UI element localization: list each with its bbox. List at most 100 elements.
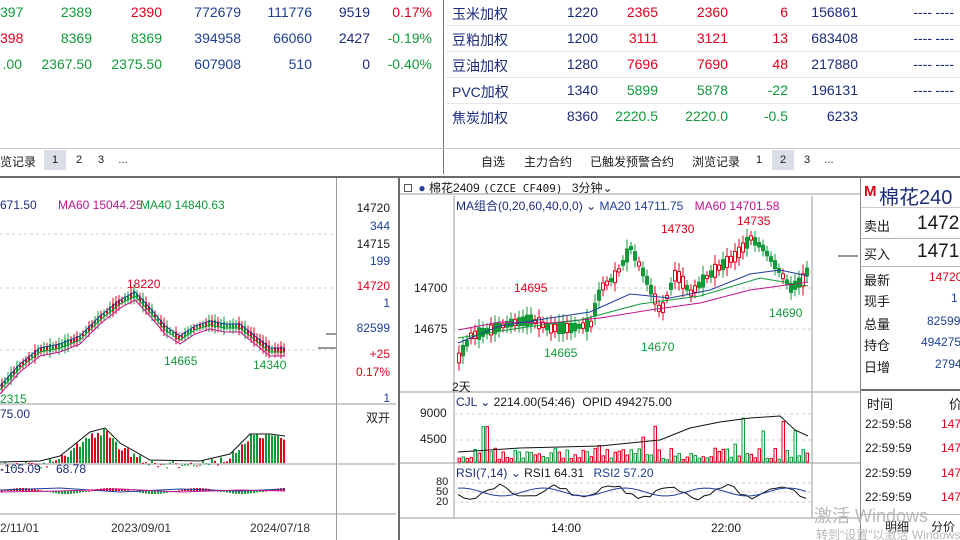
page-button-2[interactable]: 2 [75, 154, 83, 166]
price-axis-label: 14675 [414, 322, 448, 336]
daily-candle [127, 295, 129, 300]
axis-open-type: 双开 [365, 411, 390, 425]
volume-bar [785, 450, 789, 463]
quote-row[interactable]: 397 2389 2390 772679 111776 9519 0.17% [0, 0, 442, 26]
macd-bar [115, 488, 117, 491]
rsi2-line [458, 487, 807, 497]
left-daily-chart[interactable]: 671.50 MA60 15044.25 MA40 14840.63 18220… [0, 178, 396, 540]
quote-row[interactable]: PVC加权 1340 5899 5878 -22 196131 ---- [446, 78, 960, 104]
macd-bar [166, 491, 168, 493]
candle [673, 269, 677, 282]
candle [597, 289, 601, 301]
quote-row[interactable]: 豆粕加权 1200 3111 3121 13 683408 ---- [446, 26, 960, 52]
tab-price-analysis[interactable]: 分价 [931, 520, 956, 534]
tab-triggered-alerts[interactable]: 已触发预警合约 [590, 155, 675, 169]
daily-candle [13, 370, 15, 375]
daily-volume-bar [85, 437, 87, 463]
daily-candle [85, 329, 87, 335]
daily-candle [34, 350, 36, 358]
daily-candle [211, 320, 213, 327]
tab-main-contracts[interactable]: 主力合约 [524, 155, 573, 169]
daily-volume-bar [163, 463, 165, 465]
daily-volume-bar [82, 441, 84, 463]
quote-cell: 66060 [273, 30, 312, 46]
quote-row[interactable]: 豆油加权 1280 7696 7690 48 217880 ---- [446, 52, 960, 78]
page-more-button[interactable]: ... [824, 154, 834, 166]
macd-bar [187, 488, 189, 491]
daily-volume-bar [232, 451, 234, 463]
candle [765, 250, 769, 257]
daily-volume-bar [229, 458, 231, 463]
daily-volume-bar [157, 466, 159, 468]
candle [685, 284, 689, 291]
quote-cell: 2360 [696, 4, 728, 20]
candle [557, 322, 561, 334]
cjl-selector[interactable]: CJL ⌄ [456, 395, 494, 409]
tick-time: 22:59:59 [865, 490, 912, 504]
main-intraday-chart[interactable]: ● 棉花2409 (CZCE CF409) 3分钟⌄ MA组合(0,20,60,… [400, 178, 860, 540]
contract-name: 豆粕加权 [452, 32, 508, 48]
candle [509, 318, 513, 328]
page-more-button[interactable]: ... [118, 154, 128, 166]
tab-history[interactable]: 览记录 [0, 155, 37, 169]
daily-volume-bar [241, 444, 243, 463]
daily-volume-bar [148, 464, 150, 466]
field-label: 现手 [864, 294, 891, 309]
macd-value: 68.78 [56, 462, 87, 476]
daily-candle [115, 301, 117, 309]
axis-price: 14720 [356, 201, 390, 215]
daily-candle [232, 323, 234, 329]
volume-bar [689, 452, 693, 463]
quote-cell: ---- [935, 82, 954, 98]
annotation-price: 14735 [737, 214, 771, 228]
annotation-old-low: 2315 [0, 392, 27, 406]
axis-change: +25 [369, 347, 390, 361]
daily-candle [256, 337, 258, 342]
chart-panel-divider[interactable] [398, 178, 400, 540]
volume-bar [733, 443, 737, 463]
quote-cell: .00 [2, 56, 22, 72]
page-button-2[interactable]: 2 [772, 150, 794, 170]
tab-browse-history[interactable]: 浏览记录 [692, 155, 741, 169]
period-selector[interactable]: 3分钟⌄ [571, 181, 613, 195]
volume-bar [725, 448, 729, 463]
chart-window-icon[interactable] [404, 184, 412, 192]
volume-bar [485, 426, 489, 463]
rsi-selector[interactable]: RSI(7,14) ⌄ [456, 466, 525, 480]
quote-cell: 6 [780, 4, 788, 20]
candle [553, 323, 557, 333]
quote-row[interactable]: 玉米加权 1220 2365 2360 6 156861 ---- [446, 0, 960, 26]
daily-candle [73, 338, 75, 343]
field-label: 总量 [864, 317, 891, 332]
right-tabbar: 自选 主力合约 已触发预警合约 浏览记录 1 2 3 ... [446, 148, 960, 174]
volume-bar [757, 448, 761, 463]
quote-row[interactable]: 焦炭加权 8360 2220.5 2220.0 -0.5 6233 [446, 104, 960, 130]
daily-candle [214, 320, 216, 328]
candle [573, 322, 577, 332]
ma-group-selector[interactable]: MA组合(0,20,60,40,0,0) ⌄ [456, 199, 600, 213]
days-label: 2天 [452, 380, 471, 394]
volume-bar [761, 430, 765, 463]
page-button-1[interactable]: 1 [44, 150, 66, 170]
macd-bar [55, 491, 57, 494]
tab-detail[interactable]: 明细 [885, 520, 910, 534]
daily-volume-bar [103, 428, 105, 463]
quote-row[interactable]: .00 2367.50 2375.50 607908 510 0 -0.40% [0, 52, 442, 78]
candle [713, 263, 717, 278]
quote-cell: -0.5 [763, 108, 788, 124]
volume-bar [493, 447, 497, 463]
volume-bar [697, 457, 701, 463]
candle [633, 251, 637, 261]
bullet-icon: ● [418, 181, 426, 195]
page-button-3[interactable]: 3 [97, 154, 105, 166]
tab-watchlist[interactable]: 自选 [481, 155, 506, 169]
quote-row[interactable]: 398 8369 8369 394958 66060 2427 -0.19% [0, 26, 442, 52]
daily-candle [196, 326, 198, 329]
page-button-1[interactable]: 1 [755, 154, 763, 166]
daily-candle [4, 380, 6, 385]
quote-panel-divider[interactable] [443, 0, 444, 174]
daily-volume-bar [199, 464, 201, 466]
candle [605, 280, 609, 286]
candle [705, 275, 709, 280]
page-button-3[interactable]: 3 [803, 154, 811, 166]
